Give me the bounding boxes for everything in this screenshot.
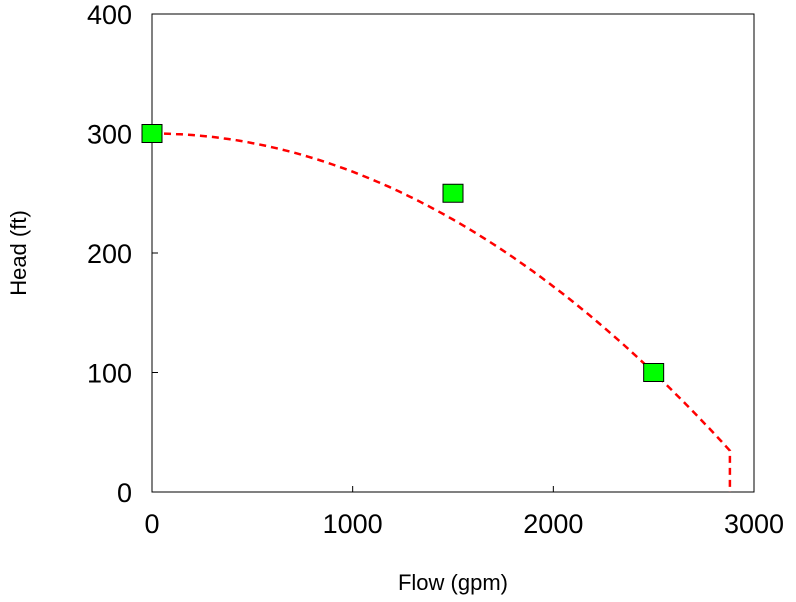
y-tick-label: 100 (87, 359, 132, 389)
pump-curve-line (152, 132, 732, 492)
y-tick-label: 0 (117, 478, 132, 508)
plot-area (151, 13, 755, 493)
y-tick-label: 200 (87, 239, 132, 269)
x-tick-label: 3000 (724, 509, 784, 539)
x-tick-label: 1000 (323, 509, 383, 539)
data-point (643, 363, 665, 382)
y-tick-label: 300 (87, 120, 132, 150)
x-tick-label: 0 (144, 509, 159, 539)
y-ticks: 0 100 200 300 400 (87, 0, 158, 508)
y-tick-label: 400 (87, 0, 132, 30)
data-point (442, 183, 464, 203)
data-point (141, 124, 163, 143)
data-points (141, 124, 665, 382)
x-ticks: 0 1000 2000 3000 (144, 486, 784, 539)
x-tick-label: 2000 (523, 509, 583, 539)
y-axis-title: Head (ft) (6, 210, 31, 296)
x-axis-title: Flow (gpm) (398, 570, 508, 595)
